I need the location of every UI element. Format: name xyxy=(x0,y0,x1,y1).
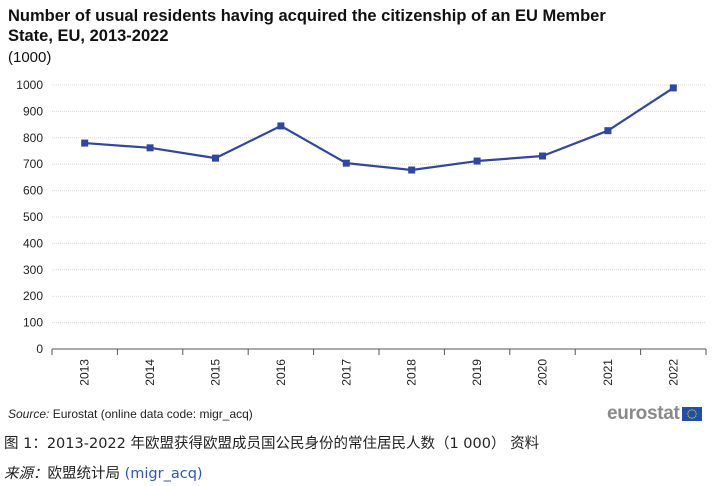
data-point xyxy=(539,152,546,160)
data-point xyxy=(408,166,416,174)
logo-text: eurostat xyxy=(607,403,680,424)
y-tick-label: 1000 xyxy=(16,78,43,92)
flag-star xyxy=(695,413,697,415)
footer-source: 来源：欧盟统计局 (migr_acq) xyxy=(4,462,203,483)
x-tick-label: 2019 xyxy=(470,359,484,386)
x-tick-label: 2017 xyxy=(339,359,353,386)
flag-star xyxy=(694,411,696,413)
data-point xyxy=(669,84,677,92)
x-tick-label: 2020 xyxy=(536,359,550,386)
y-tick-label: 300 xyxy=(23,263,43,277)
data-point xyxy=(146,144,154,152)
x-tick-label: 2015 xyxy=(209,359,223,386)
flag-star xyxy=(686,413,689,415)
data-point xyxy=(604,127,612,135)
y-tick-label: 600 xyxy=(23,184,43,198)
flag-star xyxy=(693,409,695,412)
chart-title: Number of usual residents having acquire… xyxy=(8,7,606,45)
data-point xyxy=(342,159,350,167)
flag-star xyxy=(690,409,693,411)
eurostat-logo: eurostat xyxy=(607,403,702,425)
x-axis: 2013 2014 2015 2016 2017 2018 2019 2020 2021 2022 xyxy=(51,348,707,386)
flag-star xyxy=(690,417,693,419)
data-point xyxy=(277,122,285,130)
x-tick-label: 2021 xyxy=(601,359,615,386)
source-label: Source: xyxy=(8,407,50,421)
source-text: Eurostat (online data code: migr_acq) xyxy=(49,407,253,421)
y-tick-label: 900 xyxy=(23,104,43,118)
eu-flag-icon xyxy=(681,407,702,421)
data-point xyxy=(212,154,219,162)
flag-star xyxy=(694,415,696,417)
data-point xyxy=(473,157,481,165)
y-tick-label: 200 xyxy=(23,289,43,303)
footer-link[interactable]: (migr_acq) xyxy=(124,466,203,482)
x-tick-label: 2022 xyxy=(666,359,680,386)
data-point xyxy=(81,139,89,147)
y-tick-label: 400 xyxy=(23,236,43,250)
x-tick-label: 2014 xyxy=(143,359,157,386)
y-axis: 0 100 200 300 400 500 600 700 800 900 1000 xyxy=(16,78,43,356)
source-note: Source: Eurostat (online data code: migr… xyxy=(8,407,253,421)
footer-text: 欧盟统计局 xyxy=(47,466,125,482)
flag-star xyxy=(693,416,695,419)
figure-caption: 图 1：2013-2022 年欧盟获得欧盟成员国公民身份的常住居民人数（1 00… xyxy=(4,436,540,452)
flag-star xyxy=(688,416,691,419)
unit-label: (1000) xyxy=(8,49,52,66)
y-tick-label: 700 xyxy=(23,157,43,171)
y-tick-label: 0 xyxy=(36,342,43,356)
x-tick-label: 2018 xyxy=(405,359,419,386)
x-tick-label: 2013 xyxy=(78,359,92,386)
footer-label: 来源： xyxy=(4,466,48,482)
flag-star xyxy=(687,415,689,417)
gridlines xyxy=(52,84,706,324)
y-tick-label: 100 xyxy=(23,316,43,330)
y-tick-label: 800 xyxy=(23,131,43,145)
series-line xyxy=(84,86,674,172)
x-tick-label: 2016 xyxy=(274,359,288,386)
flag-star xyxy=(688,409,691,412)
series-layer xyxy=(81,84,677,174)
y-tick-label: 500 xyxy=(23,210,43,224)
flag-star xyxy=(687,411,689,413)
